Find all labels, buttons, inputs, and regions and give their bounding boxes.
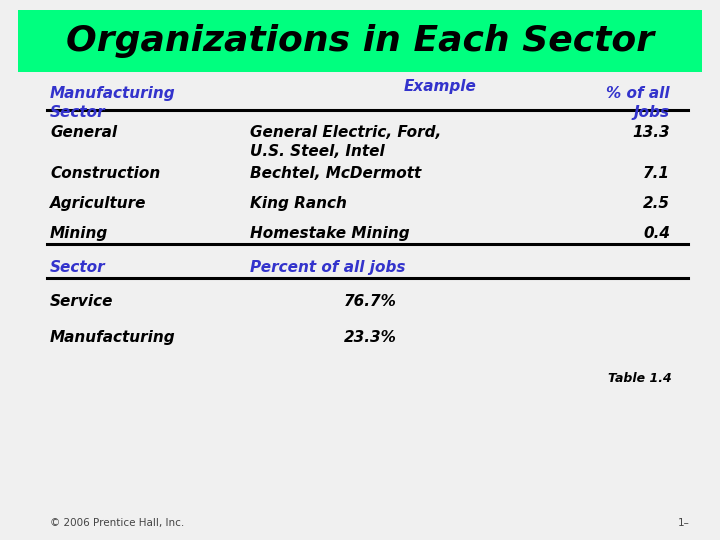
Text: © 2006 Prentice Hall, Inc.: © 2006 Prentice Hall, Inc. xyxy=(50,518,184,528)
Text: 2.5: 2.5 xyxy=(643,196,670,211)
Text: 76.7%: 76.7% xyxy=(343,294,397,309)
Text: Table 1.4: Table 1.4 xyxy=(608,372,672,385)
Text: General Electric, Ford,
U.S. Steel, Intel: General Electric, Ford, U.S. Steel, Inte… xyxy=(250,125,441,159)
Text: 0.4: 0.4 xyxy=(643,226,670,241)
FancyBboxPatch shape xyxy=(18,10,702,72)
Text: Service: Service xyxy=(50,294,114,309)
Text: Manufacturing
Sector: Manufacturing Sector xyxy=(50,86,176,119)
Text: Bechtel, McDermott: Bechtel, McDermott xyxy=(250,166,421,181)
Text: 13.3: 13.3 xyxy=(632,125,670,140)
Text: Construction: Construction xyxy=(50,166,161,181)
Text: % of all
Jobs: % of all Jobs xyxy=(606,86,670,119)
Text: 1–: 1– xyxy=(678,518,690,528)
Text: Sector: Sector xyxy=(50,260,106,275)
Text: Homestake Mining: Homestake Mining xyxy=(250,226,410,241)
Text: General: General xyxy=(50,125,117,140)
Text: King Ranch: King Ranch xyxy=(250,196,347,211)
Text: Manufacturing: Manufacturing xyxy=(50,330,176,345)
Text: 7.1: 7.1 xyxy=(643,166,670,181)
Text: Agriculture: Agriculture xyxy=(50,196,146,211)
Text: 23.3%: 23.3% xyxy=(343,330,397,345)
Text: Organizations in Each Sector: Organizations in Each Sector xyxy=(66,24,654,58)
Text: Percent of all jobs: Percent of all jobs xyxy=(250,260,405,275)
Text: Mining: Mining xyxy=(50,226,108,241)
Text: Example: Example xyxy=(404,79,477,94)
